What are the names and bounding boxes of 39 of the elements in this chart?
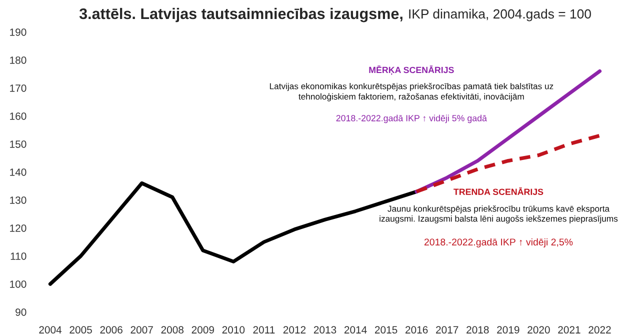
x-tick-label: 2006 [100,326,122,334]
x-tick-label: 2012 [283,326,306,334]
y-tick-label: 180 [10,56,26,64]
chart-title: 3.attēls. Latvijas tautsaimniecības izaugsme, [79,8,402,22]
x-tick-label: 2016 [406,326,428,334]
x-tick-label: 2019 [497,326,520,334]
annotation: 2018.-2022.gadā IKP ↑ vidēji 2,5% [424,238,573,248]
x-tick-label: 2021 [558,326,580,334]
line-series [414,134,602,194]
x-tick-label: 2014 [344,326,367,334]
x-tick-label: 2008 [161,326,184,334]
annotation: MĒRĶA SCENĀRIJS [369,66,454,76]
x-tick-label: 2004 [39,326,62,334]
y-tick-label: 130 [10,196,26,204]
y-tick-label: 140 [10,168,26,176]
annotation: Jaunu konkurētspējas priekšrocību trūkums kavē eksporta izaugsmi. Izaugsmi balsta lēni augošs iekšzemes pieprasījums [380,205,618,224]
y-tick-label: 190 [10,28,26,36]
x-tick-label: 2007 [130,326,153,334]
y-tick-label: 90 [16,308,26,316]
annotation: TRENDA SCENĀRIJS [454,188,544,196]
x-tick-label: 2013 [314,326,336,334]
y-tick-label: 100 [10,280,26,288]
chart-subtitle: IKP dinamika, 2004.gads = 100 [409,8,591,22]
x-tick-label: 2018 [466,326,489,334]
y-tick-label: 170 [10,84,26,92]
y-tick-label: 120 [10,224,26,232]
x-tick-label: 2017 [436,326,458,334]
x-tick-label: 2020 [528,326,550,334]
x-tick-label: 2015 [374,326,398,334]
annotation: Latvijas ekonomikas konkurētspējas priekšrocības pamatā tiek balstītas uz tehnoloģiskiem faktoriem, ražošanas efektivitāti, inovācijām [270,82,554,102]
y-tick-label: 110 [10,252,26,260]
x-tick-label: 2005 [70,326,92,334]
annotation: 2018.-2022.gadā IKP ↑ vidēji 5% gadā [336,114,487,124]
x-tick-label: 2022 [588,326,611,334]
y-tick-label: 160 [10,112,26,120]
y-tick-label: 150 [10,140,26,148]
x-tick-label: 2009 [192,326,214,334]
x-tick-label: 2010 [222,326,245,334]
x-tick-label: 2011 [253,326,275,334]
